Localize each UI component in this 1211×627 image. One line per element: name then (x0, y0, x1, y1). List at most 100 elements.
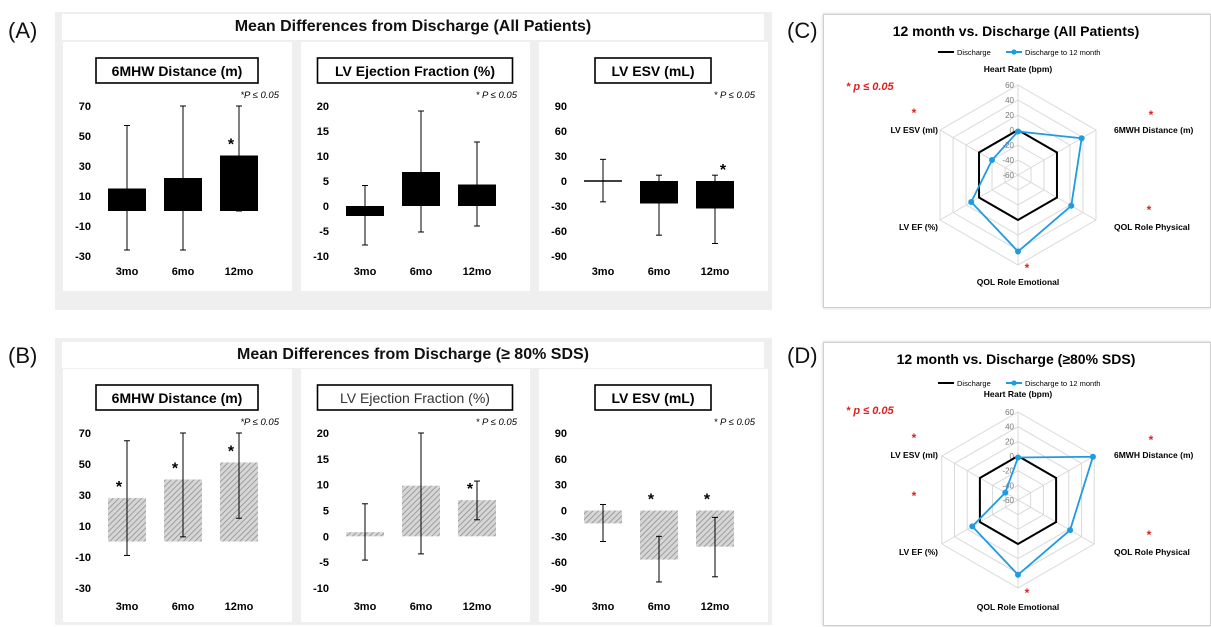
chart-3-ytick: 30 (79, 490, 91, 502)
chart-4-pvalue-note: * P ≤ 0.05 (476, 417, 518, 428)
radar-1-tick-label: -60 (1002, 496, 1014, 505)
radar-0-title: 12 month vs. Discharge (All Patients) (893, 23, 1140, 39)
chart-1-ytick: -5 (319, 226, 329, 238)
panel-letter-b: (B) (8, 343, 38, 368)
chart-5-xtick: 3mo (592, 601, 615, 613)
chart-0-pvalue-note: *P ≤ 0.05 (240, 90, 279, 101)
radar-1-tick-label: 0 (1010, 452, 1015, 461)
chart-3-significance-star: * (116, 479, 123, 496)
chart-4-xtick: 3mo (354, 601, 377, 613)
chart-0-ytick: 10 (79, 191, 91, 203)
chart-2-title-box (594, 57, 712, 84)
chart-5-xtick: 6mo (648, 601, 671, 613)
radar-0-series-12month-point (968, 199, 975, 205)
group-a-title: Mean Differences from Discharge (All Pat… (62, 14, 764, 40)
chart-5-xtick: 12mo (701, 601, 730, 613)
radar-0-axis-label: LV EF (%) (899, 222, 938, 232)
radar-0-axis-label: QOL Role Physical (1114, 222, 1190, 232)
radar-1-axis-label: LV EF (%) (899, 547, 938, 557)
chart-0-ytick: 50 (79, 131, 91, 143)
chart-5-significance-star: * (704, 492, 711, 509)
radar-1-significance-star: * (912, 489, 917, 503)
chart-4-ytick: 15 (317, 454, 329, 466)
radar-0-pvalue-note: * p ≤ 0.05 (846, 81, 894, 93)
chart-2-ytick: 90 (555, 101, 567, 113)
chart-3-significance-star: * (228, 443, 235, 460)
panel-letter-a: (A) (8, 18, 38, 43)
radar-1-tick-label: 20 (1005, 437, 1014, 446)
radar-0-series-12month-point (1068, 202, 1075, 209)
chart-0-ytick: -10 (75, 221, 91, 233)
radar-1-pvalue-note: * p ≤ 0.05 (846, 405, 894, 417)
radar-0-tick-label: -40 (1002, 156, 1014, 165)
chart-2-ytick: -90 (551, 251, 567, 263)
chart-4-title: LV Ejection Fraction (%) (340, 390, 490, 406)
chart-5-ytick: 0 (561, 506, 567, 518)
chart-5-title-box (594, 384, 712, 411)
chart-4-ytick: 5 (323, 506, 329, 518)
radar-0-tick-label: 20 (1005, 111, 1014, 120)
radar-0-tick-label: -60 (1002, 171, 1014, 180)
radar-1-series-12month-point (1002, 489, 1009, 496)
radar-1-series-discharge (978, 454, 1058, 546)
panel-letter-c: (C) (787, 18, 818, 43)
radar-1-legend-marker-12month (1011, 380, 1017, 386)
radar-1-tick-label: 60 (1005, 408, 1014, 417)
chart-3-ytick: -10 (75, 552, 91, 564)
radar-0-axis-label: Heart Rate (bpm) (984, 64, 1053, 74)
chart-0-xtick: 3mo (116, 266, 139, 278)
chart-1-ytick: 0 (323, 201, 329, 213)
chart-5-ytick: -60 (551, 557, 567, 569)
chart-2-xtick: 6mo (648, 266, 671, 278)
chart-1-ytick: 15 (317, 126, 329, 138)
chart-2-ytick: 60 (555, 126, 567, 138)
chart-0-ytick: 70 (79, 101, 91, 113)
radar-0-series-12month-point (1015, 128, 1021, 135)
chart-4-xtick: 12mo (463, 601, 492, 613)
radar-0-tick-label: 60 (1005, 81, 1014, 90)
chart-4-title-box (316, 384, 514, 411)
chart-0-xtick: 12mo (225, 266, 254, 278)
chart-5-ytick: -30 (551, 531, 567, 543)
radar-1-axis-label: LV ESV (ml) (890, 450, 938, 460)
chart-3-xtick: 12mo (225, 601, 254, 613)
radar-1-significance-star: * (1025, 586, 1030, 600)
chart-1-xtick: 6mo (410, 266, 433, 278)
chart-5-ytick: 90 (555, 428, 567, 440)
radar-1-title: 12 month vs. Discharge (≥80% SDS) (897, 351, 1136, 367)
chart-5-title: LV ESV (mL) (612, 390, 695, 406)
radar-0-legend-12month: Discharge to 12 month (1025, 48, 1100, 57)
radar-1-legend-12month: Discharge to 12 month (1025, 379, 1100, 388)
chart-4-ytick: 0 (323, 531, 329, 543)
chart-3-xtick: 3mo (116, 601, 139, 613)
chart-1-title-box (316, 57, 514, 84)
chart-1-title: LV Ejection Fraction (%) (335, 63, 495, 79)
chart-2-pvalue-note: * P ≤ 0.05 (714, 90, 756, 101)
chart-2-ytick: 30 (555, 151, 567, 163)
chart-3-xtick: 6mo (172, 601, 195, 613)
chart-3-pvalue-note: *P ≤ 0.05 (240, 417, 279, 428)
radar-1-significance-star: * (1149, 433, 1154, 447)
chart-5-ytick: 30 (555, 480, 567, 492)
radar-1-significance-star: * (1147, 528, 1152, 542)
radar-0-significance-star: * (912, 106, 917, 120)
radar-chart-d (823, 342, 1211, 626)
chart-3-significance-star: * (172, 461, 179, 478)
chart-1-ytick: 5 (323, 176, 329, 188)
chart-5-pvalue-note: * P ≤ 0.05 (714, 417, 756, 428)
chart-2-significance-star: * (720, 162, 727, 179)
radar-0-tick-label: 0 (1010, 126, 1015, 135)
radar-0-significance-star: * (1149, 108, 1154, 122)
chart-0-title: 6MHW Distance (m) (112, 63, 243, 79)
chart-2-ytick: -30 (551, 201, 567, 213)
panel-letter-d: (D) (787, 343, 818, 368)
radar-0-significance-star: * (1025, 261, 1030, 275)
radar-0-tick-label: 40 (1005, 96, 1014, 105)
radar-1-series-12month-point (1089, 453, 1096, 460)
chart-1-pvalue-note: * P ≤ 0.05 (476, 90, 518, 101)
chart-1-ytick: 20 (317, 101, 329, 113)
chart-4-significance-star: * (467, 481, 474, 498)
radar-0-series-discharge (978, 128, 1058, 222)
chart-3-ytick: 10 (79, 521, 91, 533)
